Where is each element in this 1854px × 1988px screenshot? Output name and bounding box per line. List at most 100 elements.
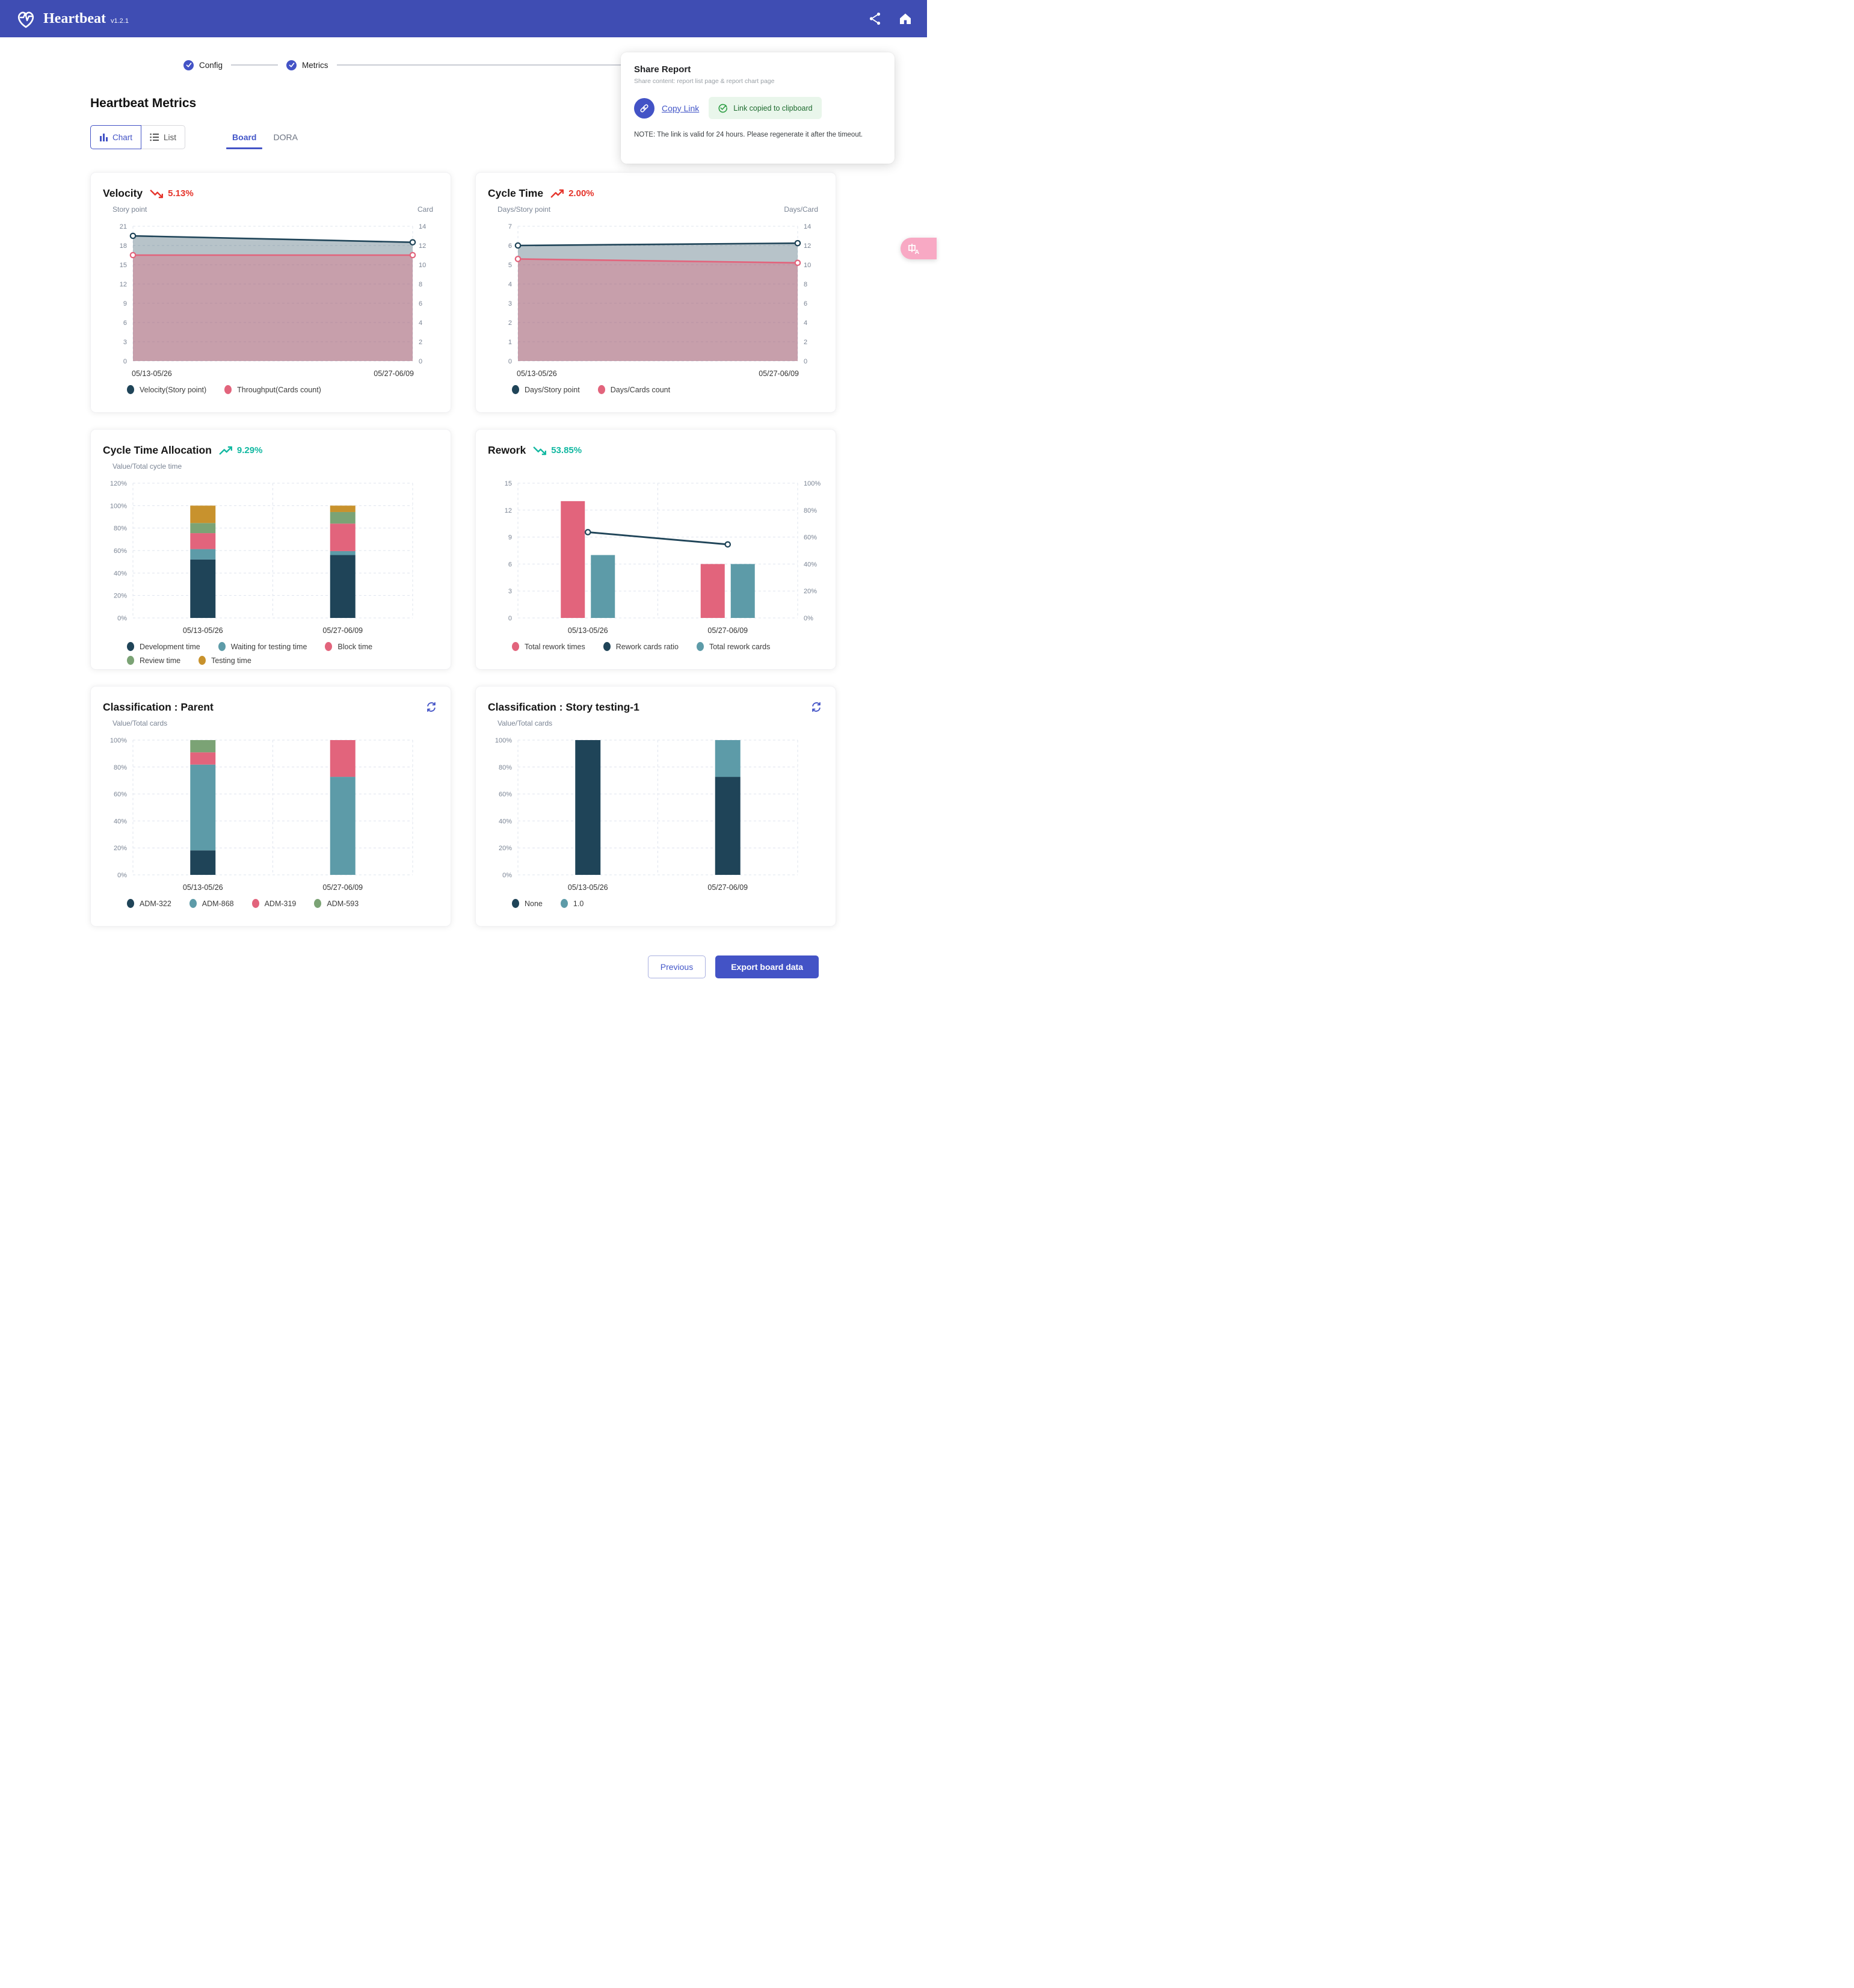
charts-grid: Velocity 5.13% Story point Card 21 18 15 12 9 6 3 0… — [90, 172, 927, 927]
legend-item[interactable]: Testing time — [199, 656, 251, 665]
legend-label: Block time — [337, 642, 373, 651]
chart-title: Classification : Parent — [103, 701, 214, 713]
trend-value: 2.00% — [568, 188, 594, 199]
legend-label: Development time — [140, 642, 200, 651]
legend-item[interactable]: Review time — [127, 656, 180, 665]
svg-text:12: 12 — [804, 242, 811, 250]
heartbeat-logo-icon — [17, 11, 34, 28]
trend-up-icon — [219, 446, 232, 455]
legend-item[interactable]: Block time — [325, 642, 372, 651]
export-board-data-button[interactable]: Export board data — [715, 955, 819, 978]
legend-item[interactable]: Days/Story point — [512, 385, 580, 394]
trend-down-icon — [533, 446, 547, 455]
legend-label: Throughput(Cards count) — [237, 385, 321, 394]
svg-text:40%: 40% — [499, 818, 512, 825]
check-circle-icon — [286, 60, 297, 70]
previous-button[interactable]: Previous — [647, 955, 706, 978]
legend-dot-icon — [696, 642, 704, 651]
share-report-popup: Share Report Share content: report list … — [621, 52, 895, 164]
legend-item[interactable]: ADM-593 — [314, 899, 359, 908]
svg-text:A: A — [915, 248, 920, 255]
svg-text:15: 15 — [120, 262, 127, 269]
svg-text:Value/Total cycle time: Value/Total cycle time — [112, 462, 182, 471]
svg-text:20%: 20% — [804, 588, 817, 595]
tab-dora[interactable]: DORA — [273, 132, 298, 142]
stepper-connector — [231, 64, 279, 66]
legend-item[interactable]: ADM-319 — [251, 899, 297, 908]
copied-badge: Link copied to clipboard — [709, 97, 822, 119]
svg-text:4: 4 — [419, 320, 422, 327]
cycle-time-chart: Days/Story point Days/Card765432101412108… — [497, 205, 818, 378]
step-config-label: Config — [199, 60, 223, 70]
step-config[interactable]: Config — [183, 60, 223, 70]
link-icon[interactable] — [634, 97, 654, 119]
legend-item[interactable]: Total rework cards — [696, 642, 770, 651]
svg-text:60%: 60% — [499, 791, 512, 798]
chart-legend: None 1.0 — [512, 899, 824, 908]
legend-item[interactable]: Throughput(Cards count) — [224, 385, 321, 394]
svg-text:3: 3 — [508, 300, 512, 307]
svg-text:8: 8 — [419, 281, 422, 288]
legend-dot-icon — [597, 385, 605, 394]
chart-view-button[interactable]: Chart — [90, 125, 142, 149]
svg-text:05/27-06/09: 05/27-06/09 — [759, 369, 799, 378]
chart-legend: Development time Waiting for testing time… — [127, 642, 439, 665]
refresh-button[interactable] — [810, 701, 822, 713]
legend-dot-icon — [127, 656, 134, 665]
svg-text:5: 5 — [508, 262, 512, 269]
legend-item[interactable]: Velocity(Story point) — [127, 385, 206, 394]
app-version: v1.2.1 — [110, 17, 129, 25]
legend-label: Days/Cards count — [610, 385, 671, 394]
refresh-icon[interactable] — [810, 701, 822, 713]
list-view-button[interactable]: List — [141, 125, 186, 149]
legend-item[interactable]: Rework cards ratio — [603, 642, 679, 651]
legend-dot-icon — [314, 899, 322, 908]
svg-text:18: 18 — [120, 242, 127, 250]
svg-text:80%: 80% — [114, 764, 127, 771]
svg-text:15: 15 — [505, 480, 512, 487]
legend-label: Days/Story point — [525, 385, 580, 394]
legend-item[interactable]: Development time — [127, 642, 200, 651]
step-metrics[interactable]: Metrics — [286, 60, 328, 70]
svg-text:05/27-06/09: 05/27-06/09 — [322, 883, 363, 892]
svg-text:14: 14 — [419, 223, 426, 230]
refresh-button[interactable] — [425, 701, 437, 713]
trend-value: 9.29% — [236, 445, 263, 455]
cycle-time-allocation-chart: Value/Total cycle time 120% 100% 80% 60% 40% 2… — [110, 462, 413, 635]
chart-title: Classification : Story testing-1 — [488, 701, 639, 713]
tab-board[interactable]: Board — [226, 128, 263, 149]
trend-value: 5.13% — [168, 188, 194, 199]
legend-item[interactable]: None — [512, 899, 543, 908]
svg-text:Value/Total cards: Value/Total cards — [112, 719, 167, 727]
svg-text:10: 10 — [419, 262, 426, 269]
svg-text:0: 0 — [508, 358, 512, 365]
legend-item[interactable]: ADM-868 — [189, 899, 234, 908]
legend-item[interactable]: 1.0 — [560, 899, 584, 908]
trend-up-icon — [550, 189, 564, 198]
svg-text:05/27-06/09: 05/27-06/09 — [374, 369, 414, 378]
classification-story-testing-1-card: Classification : Story testing-1 Value/To… — [475, 686, 836, 927]
legend-item[interactable]: Days/Cards count — [597, 385, 671, 394]
refresh-icon[interactable] — [425, 701, 437, 713]
home-icon[interactable] — [898, 11, 913, 26]
svg-text:Days/Card: Days/Card — [784, 205, 818, 214]
svg-text:05/27-06/09: 05/27-06/09 — [707, 626, 748, 635]
legend-label: Rework cards ratio — [615, 642, 679, 651]
legend-item[interactable]: Total rework times — [512, 642, 585, 651]
share-icon[interactable] — [868, 11, 882, 26]
svg-text:Value/Total cards: Value/Total cards — [497, 719, 552, 727]
velocity-card: Velocity 5.13% Story point Card 21 18 15 12 9 6 3 0… — [90, 172, 451, 413]
legend-item[interactable]: ADM-322 — [127, 899, 171, 908]
legend-label: ADM-319 — [264, 899, 297, 908]
bar-chart-icon — [100, 133, 108, 141]
svg-text:100%: 100% — [110, 737, 127, 744]
svg-text:05/13-05/26: 05/13-05/26 — [132, 369, 172, 378]
copy-link-button[interactable]: Copy Link — [662, 103, 700, 113]
rework-chart: 15 12 9 6 3 0 100% 80% 60% 40% 20% 0% 05/13-05/26 05/… — [505, 480, 821, 635]
svg-text:10: 10 — [804, 262, 811, 269]
svg-text:100%: 100% — [804, 480, 821, 487]
legend-item[interactable]: Waiting for testing time — [218, 642, 307, 651]
svg-text:100%: 100% — [495, 737, 512, 744]
language-toggle[interactable]: A — [901, 238, 937, 259]
velocity-chart: Story point Card 21 18 15 12 9 6 3 0 14 12 10 8 6 4 2 0 05… — [112, 205, 433, 378]
